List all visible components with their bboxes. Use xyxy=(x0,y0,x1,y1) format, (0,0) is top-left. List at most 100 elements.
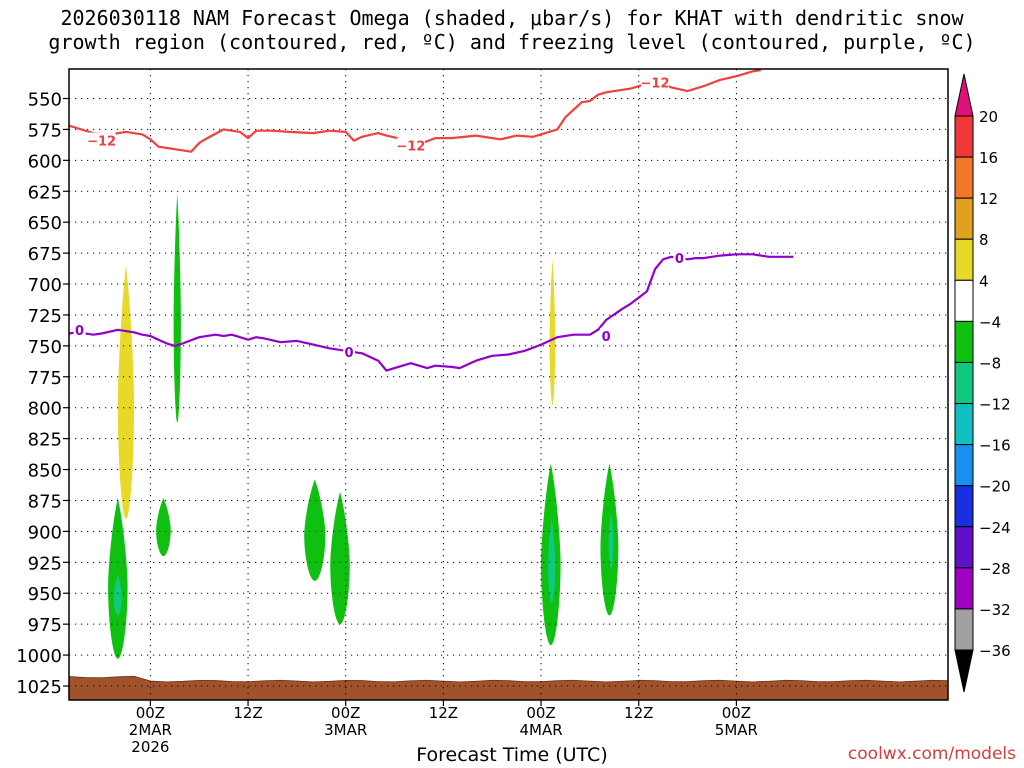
colorbar-band-9 xyxy=(954,485,974,528)
colorbar-band-4 xyxy=(954,279,974,322)
colorbar-band-11 xyxy=(954,567,974,610)
colorbar-label-2: 12 xyxy=(979,190,998,208)
colorbar-band-2 xyxy=(954,197,974,240)
colorbar-band-3 xyxy=(954,238,974,281)
omega-region-neg-4-to-8-c xyxy=(173,193,181,423)
omega-region-pos-4-to-8-b xyxy=(549,259,556,406)
colorbar-band-10 xyxy=(954,526,974,569)
colorbar-label-8: −16 xyxy=(979,437,1011,455)
colorbar-label-13: −36 xyxy=(979,642,1011,660)
colorbar-label-3: 8 xyxy=(979,231,989,249)
colorbar-band-8 xyxy=(954,444,974,487)
y-tick-label-950: 950 xyxy=(28,584,62,605)
colorbar-band-6 xyxy=(954,361,974,405)
x-tick-label-72-1: 00Z xyxy=(722,704,751,722)
x-tick-label-36-1: 12Z xyxy=(429,704,458,722)
colorbar-band-12 xyxy=(954,608,974,651)
contour-label-bg-0-3 xyxy=(673,250,686,266)
x-tick-label-0-3: 2026 xyxy=(131,738,169,756)
y-tick-label-550: 550 xyxy=(28,90,62,111)
omega-region-neg-4-to-8-b xyxy=(156,498,171,557)
credit-text: coolwx.com/models xyxy=(847,744,1016,764)
y-tick-label-925: 925 xyxy=(28,553,62,574)
contour-label--12-1: −12 xyxy=(396,140,425,155)
grid-layer xyxy=(69,69,948,700)
y-tick-label-900: 900 xyxy=(28,522,62,543)
chart-title: 2026030118 NAM Forecast Omega (shaded, μ… xyxy=(0,6,1024,54)
chart-title-line1: 2026030118 NAM Forecast Omega (shaded, μ… xyxy=(60,6,964,30)
contour-label-bg--12-2 xyxy=(641,74,669,90)
y-tick-label-650: 650 xyxy=(28,213,62,234)
omega-shading-layer xyxy=(108,193,619,659)
contour-label-0-1: 0 xyxy=(344,346,353,361)
colorbar-label-10: −24 xyxy=(979,519,1011,537)
y-tick-label-850: 850 xyxy=(28,461,62,482)
plot-background xyxy=(69,69,948,700)
colorbar-bottom-triangle xyxy=(954,649,974,693)
x-tick-label-48-1: 00Z xyxy=(526,704,555,722)
contour-label-0-0: 0 xyxy=(75,324,84,339)
colorbar-band-7 xyxy=(954,403,974,446)
contour-layer: −12 −12 −12 0 0 0 0 xyxy=(68,69,794,372)
y-tick-label-1000: 1000 xyxy=(16,646,62,667)
contour-label-0-3: 0 xyxy=(675,252,684,267)
omega-region-neg-8-to-12-a xyxy=(113,574,122,616)
contour-label-bg-0-0 xyxy=(73,321,86,337)
x-tick-label-0-1: 00Z xyxy=(136,704,165,722)
terrain-surface xyxy=(68,675,949,701)
y-tick-label-675: 675 xyxy=(28,244,62,265)
y-tick-label-775: 775 xyxy=(28,368,62,389)
x-tick-label-72-2: 5MAR xyxy=(715,721,758,739)
colorbar-label-5: −4 xyxy=(979,313,1001,331)
x-axis-label: Forecast Time (UTC) xyxy=(416,744,608,766)
y-tick-label-1025: 1025 xyxy=(16,677,62,698)
contour-label--12-2: −12 xyxy=(641,76,670,91)
x-tick-label-60-1: 12Z xyxy=(624,704,653,722)
y-tick-label-825: 825 xyxy=(28,430,62,451)
contour-label-bg--12-1 xyxy=(396,137,425,153)
colorbar-label-9: −20 xyxy=(979,478,1011,496)
omega-region-neg-8-to-12-c xyxy=(608,512,614,569)
omega-region-neg-8-to-12-b xyxy=(547,519,556,604)
colorbar-label-0: 20 xyxy=(979,108,998,126)
colorbar-band-0 xyxy=(954,115,974,158)
colorbar-band-1 xyxy=(954,156,974,199)
y-tick-label-625: 625 xyxy=(28,182,62,203)
x-tick-label-24-1: 00Z xyxy=(331,704,360,722)
y-tick-label-800: 800 xyxy=(28,399,62,420)
contour-label-0-2: 0 xyxy=(602,330,611,345)
y-axis: 550 575 600 625 650 675 700 725 750 775 800 825 850 8… xyxy=(16,90,69,698)
x-tick-label-24-2: 3MAR xyxy=(324,721,367,739)
x-tick-label-0-2: 2MAR xyxy=(129,721,172,739)
colorbar-label-4: 4 xyxy=(979,272,989,290)
y-tick-label-600: 600 xyxy=(28,151,62,172)
y-tick-label-575: 575 xyxy=(28,120,62,141)
colorbar: 20 16 12 8 4 −4 −8 −12 −16 −20 −24 −28 −32 −36 xyxy=(954,73,1011,693)
x-tick-label-12-1: 12Z xyxy=(233,704,262,722)
contour-label-bg--12-0 xyxy=(87,132,116,148)
colorbar-label-12: −32 xyxy=(979,601,1011,619)
y-tick-label-725: 725 xyxy=(28,306,62,327)
omega-region-pos-4-to-8-a xyxy=(117,265,135,520)
colorbar-label-11: −28 xyxy=(979,560,1011,578)
y-tick-label-975: 975 xyxy=(28,615,62,636)
plot-frame xyxy=(68,68,949,701)
y-tick-label-750: 750 xyxy=(28,337,62,358)
x-tick-label-48-2: 4MAR xyxy=(519,721,562,739)
colorbar-label-1: 16 xyxy=(979,149,998,167)
contour-label-bg-0-1 xyxy=(342,344,355,360)
chart-title-line2: growth region (contoured, red, ºC) and f… xyxy=(48,30,976,54)
omega-region-neg-4-to-8-e xyxy=(330,491,350,625)
colorbar-label-6: −8 xyxy=(979,354,1001,372)
contour-label-bg-0-2 xyxy=(600,327,613,343)
colorbar-label-7: −12 xyxy=(979,396,1011,414)
contour-label--12-0: −12 xyxy=(87,135,116,150)
omega-region-neg-4-to-8-d xyxy=(304,479,326,581)
colorbar-top-triangle xyxy=(954,73,974,117)
y-tick-label-700: 700 xyxy=(28,275,62,296)
terrain-layer xyxy=(68,675,949,701)
y-tick-label-875: 875 xyxy=(28,491,62,512)
colorbar-band-5 xyxy=(954,320,974,363)
